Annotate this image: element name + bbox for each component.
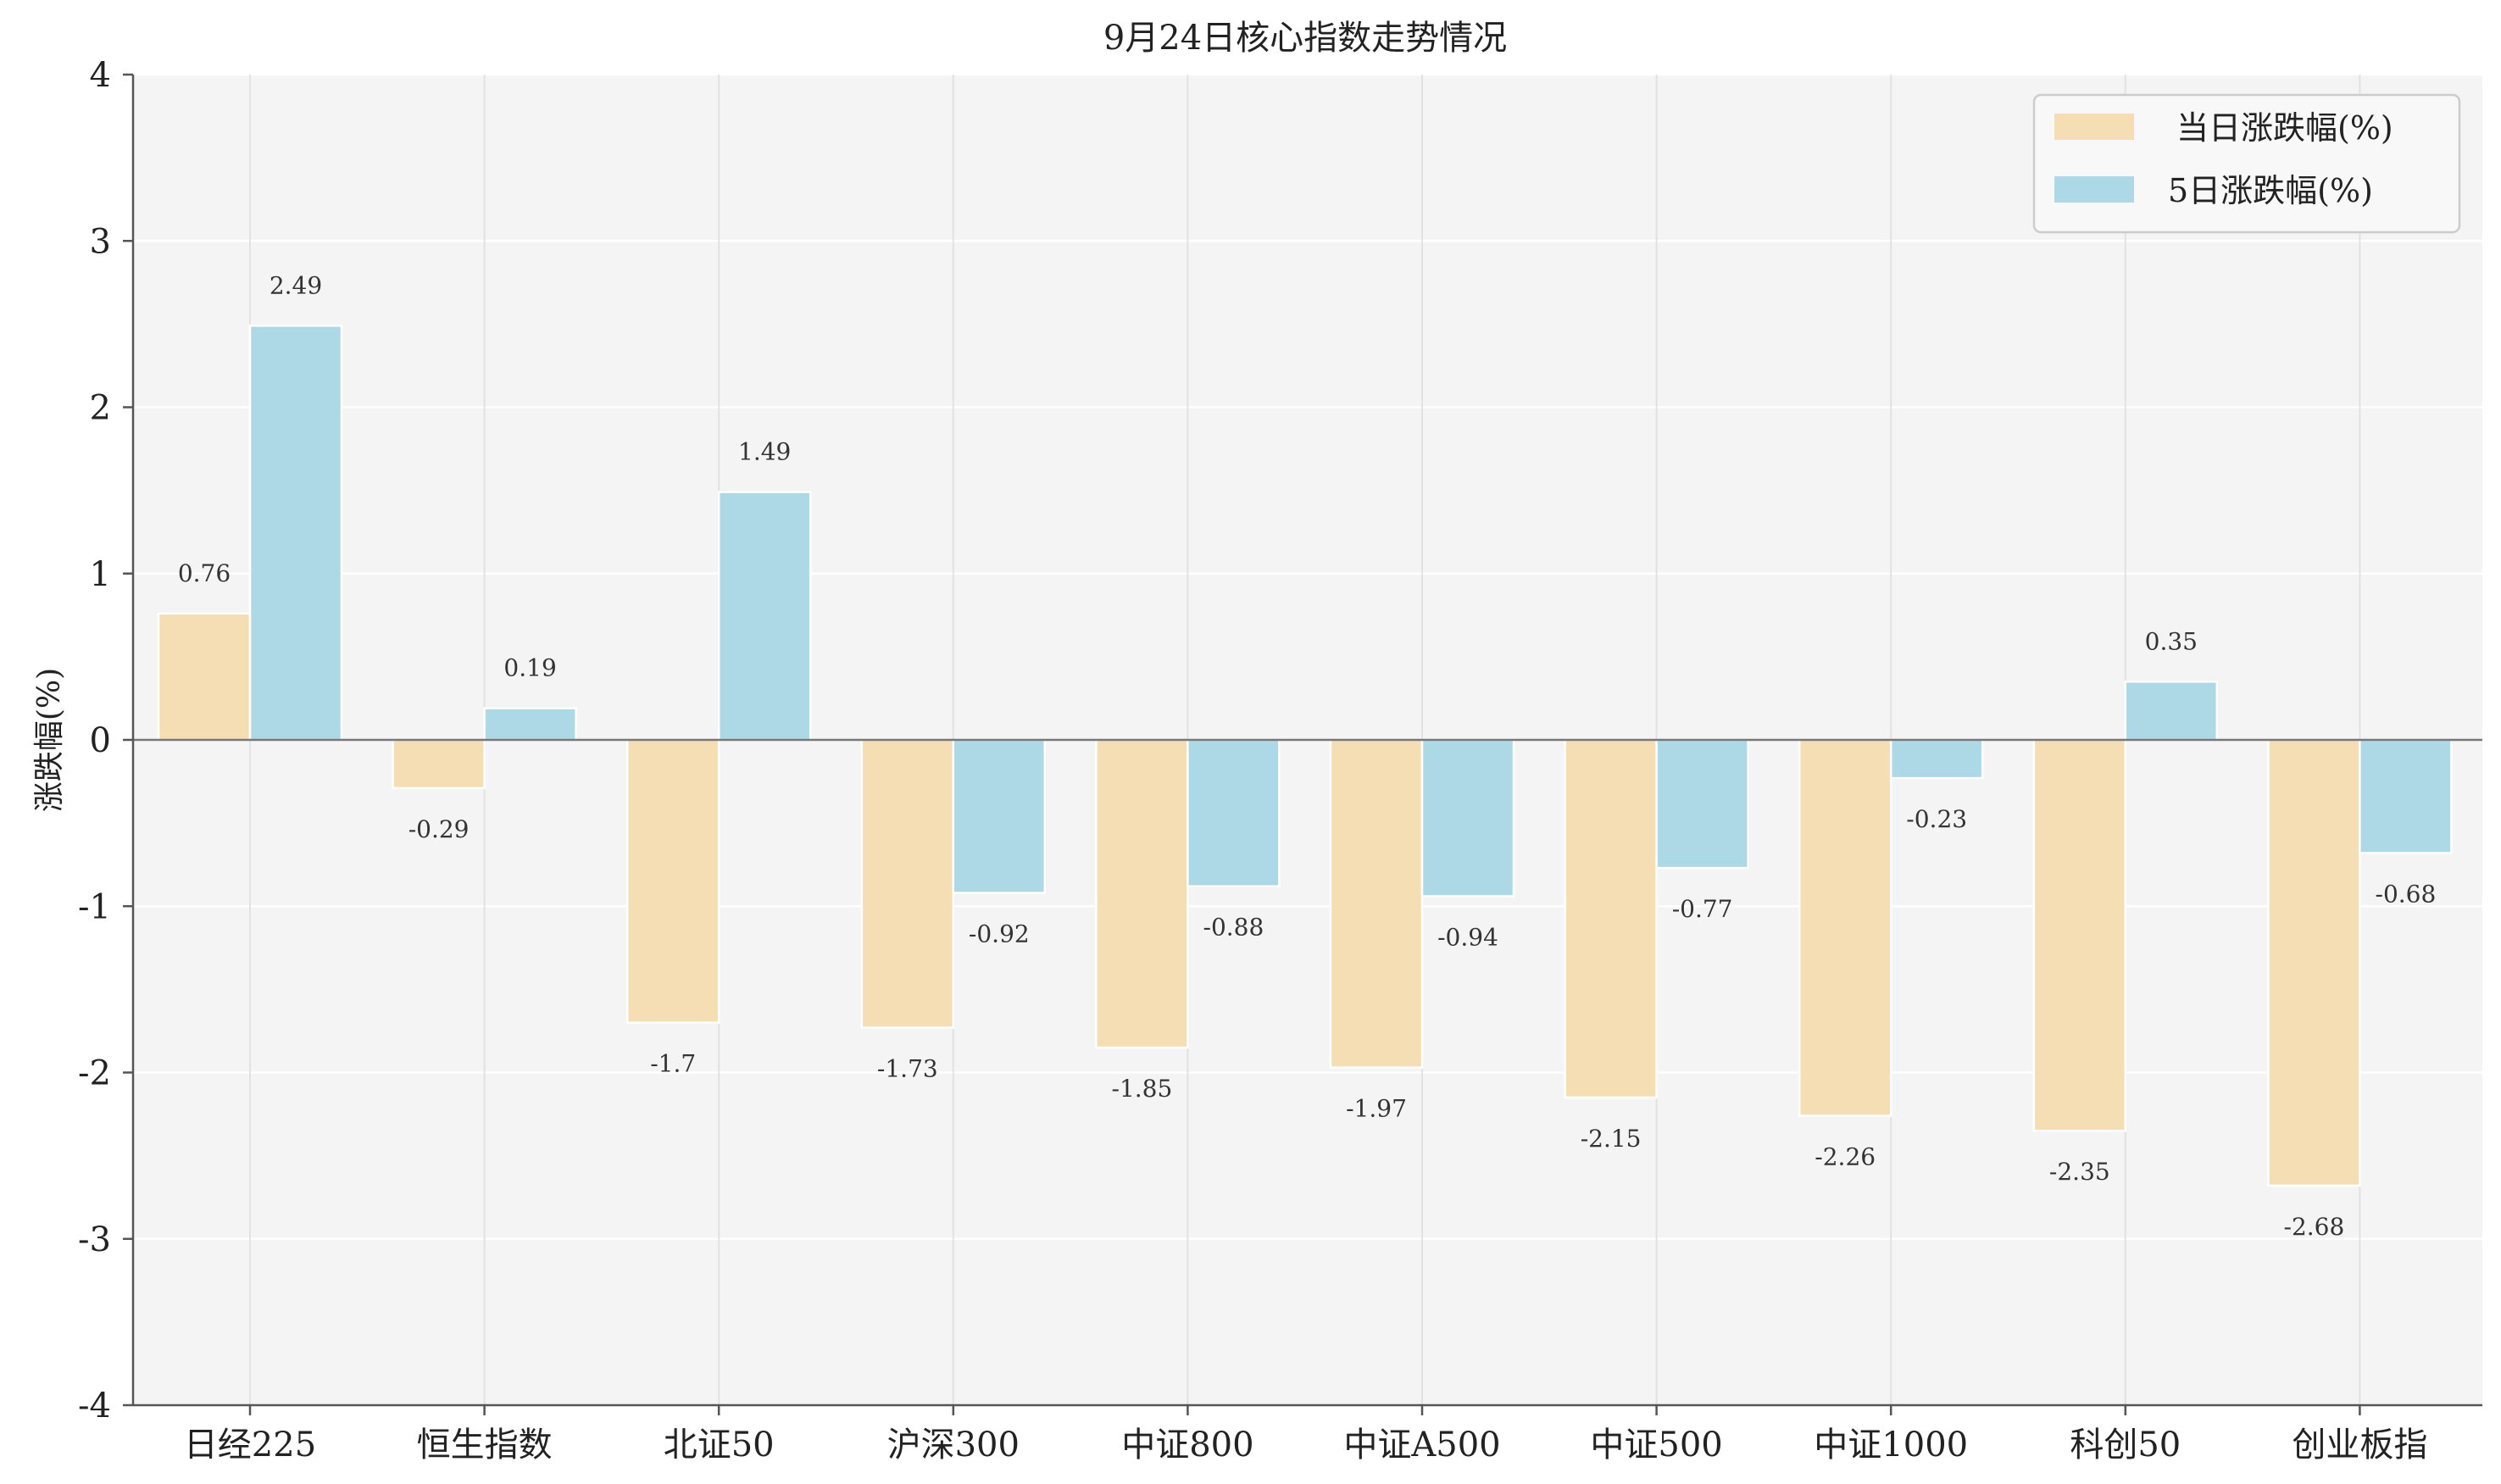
bar-5day [1889,738,1984,780]
data-label: -0.68 [2375,880,2436,908]
data-label: 2.49 [270,271,322,299]
data-label: -2.26 [1815,1143,1876,1171]
y-tick-label: 3 [90,222,111,261]
y-tick-label: -1 [78,887,111,926]
chart-title: 9月24日核心指数走势情况 [1103,19,1507,58]
legend: 当日涨跌幅(%) 5日涨跌幅(%) [2032,93,2461,234]
y-tick-label: -3 [78,1220,111,1259]
x-tick-label: 创业板指 [2292,1426,2427,1465]
bar-5day [2124,681,2219,742]
y-axis-label: 涨跌幅(%) [32,668,67,812]
bar-5day [1655,738,1749,870]
legend-label-daily: 当日涨跌幅(%) [2176,109,2393,147]
x-tick-label: 中证800 [1121,1426,1253,1465]
bar-daily [392,738,486,790]
legend-label-5day: 5日涨跌幅(%) [2168,172,2373,209]
y-tick-label: 1 [90,555,111,594]
data-label: -2.35 [2049,1158,2110,1186]
y-tick-label: 0 [90,721,111,760]
y-tick-label: 2 [90,389,111,428]
x-tick-label: 日经225 [184,1426,316,1465]
bar-daily [1564,738,1658,1099]
data-label: -0.88 [1203,914,1264,942]
data-label: -0.29 [408,815,470,843]
x-tick-label: 中证1000 [1814,1426,1968,1465]
data-label: 0.76 [178,559,231,587]
legend-box [2032,93,2461,234]
bar-daily [157,612,252,742]
x-tick-label: 沪深300 [887,1426,1020,1465]
bar-daily [1798,738,1892,1117]
bars [157,325,2453,1187]
bar-daily [1095,738,1189,1049]
data-label: -0.77 [1672,895,1733,923]
data-label: -1.73 [877,1055,938,1083]
data-label: 1.49 [738,438,791,466]
bar-5day [1420,738,1515,898]
bar-daily [625,738,720,1024]
data-label: 0.19 [503,654,556,682]
bar-5day [1187,738,1281,887]
bar-5day [952,738,1047,894]
bar-daily [860,738,955,1029]
x-tick-label: 科创50 [2070,1426,2181,1465]
data-label: -0.23 [1906,805,1967,833]
y-tick-label: -2 [78,1054,111,1093]
data-label: -2.68 [2283,1213,2344,1241]
data-labels: 0.76 -0.29 -1.7 -1.73 -1.85 -1.97 -2.15 -2.26 -2… [178,271,2436,1241]
data-label: -2.15 [1581,1125,1642,1153]
x-tick-label: 恒生指数 [417,1426,553,1465]
bar-daily [2032,738,2127,1132]
y-tick-label: 4 [90,56,111,95]
legend-swatch-5day [2054,176,2134,203]
bar-daily [1329,738,1424,1069]
x-tick-label: 中证500 [1590,1426,1722,1465]
data-label: -1.7 [650,1050,696,1078]
y-tick-label: -4 [78,1387,111,1426]
bar-5day [248,325,343,742]
legend-swatch-daily [2054,114,2134,140]
x-tick-label: 北证50 [664,1426,775,1465]
data-label: -0.92 [969,920,1030,948]
data-label: 0.35 [2145,627,2198,655]
data-label: -1.97 [1346,1095,1407,1123]
data-label: -0.94 [1437,923,1498,951]
bar-5day [2359,738,2453,854]
data-label: -1.85 [1111,1075,1172,1103]
y-ticks: 4 3 2 1 0 -1 -2 -3 -4 [78,56,133,1426]
x-tick-label: 中证A500 [1343,1426,1500,1465]
x-ticks: 日经225 恒生指数 北证50 沪深300 中证800 中证A500 中证500 中证1000… [184,1405,2427,1465]
bar-daily [2267,738,2361,1187]
bar-5day [483,707,577,742]
bar-5day [717,491,812,742]
